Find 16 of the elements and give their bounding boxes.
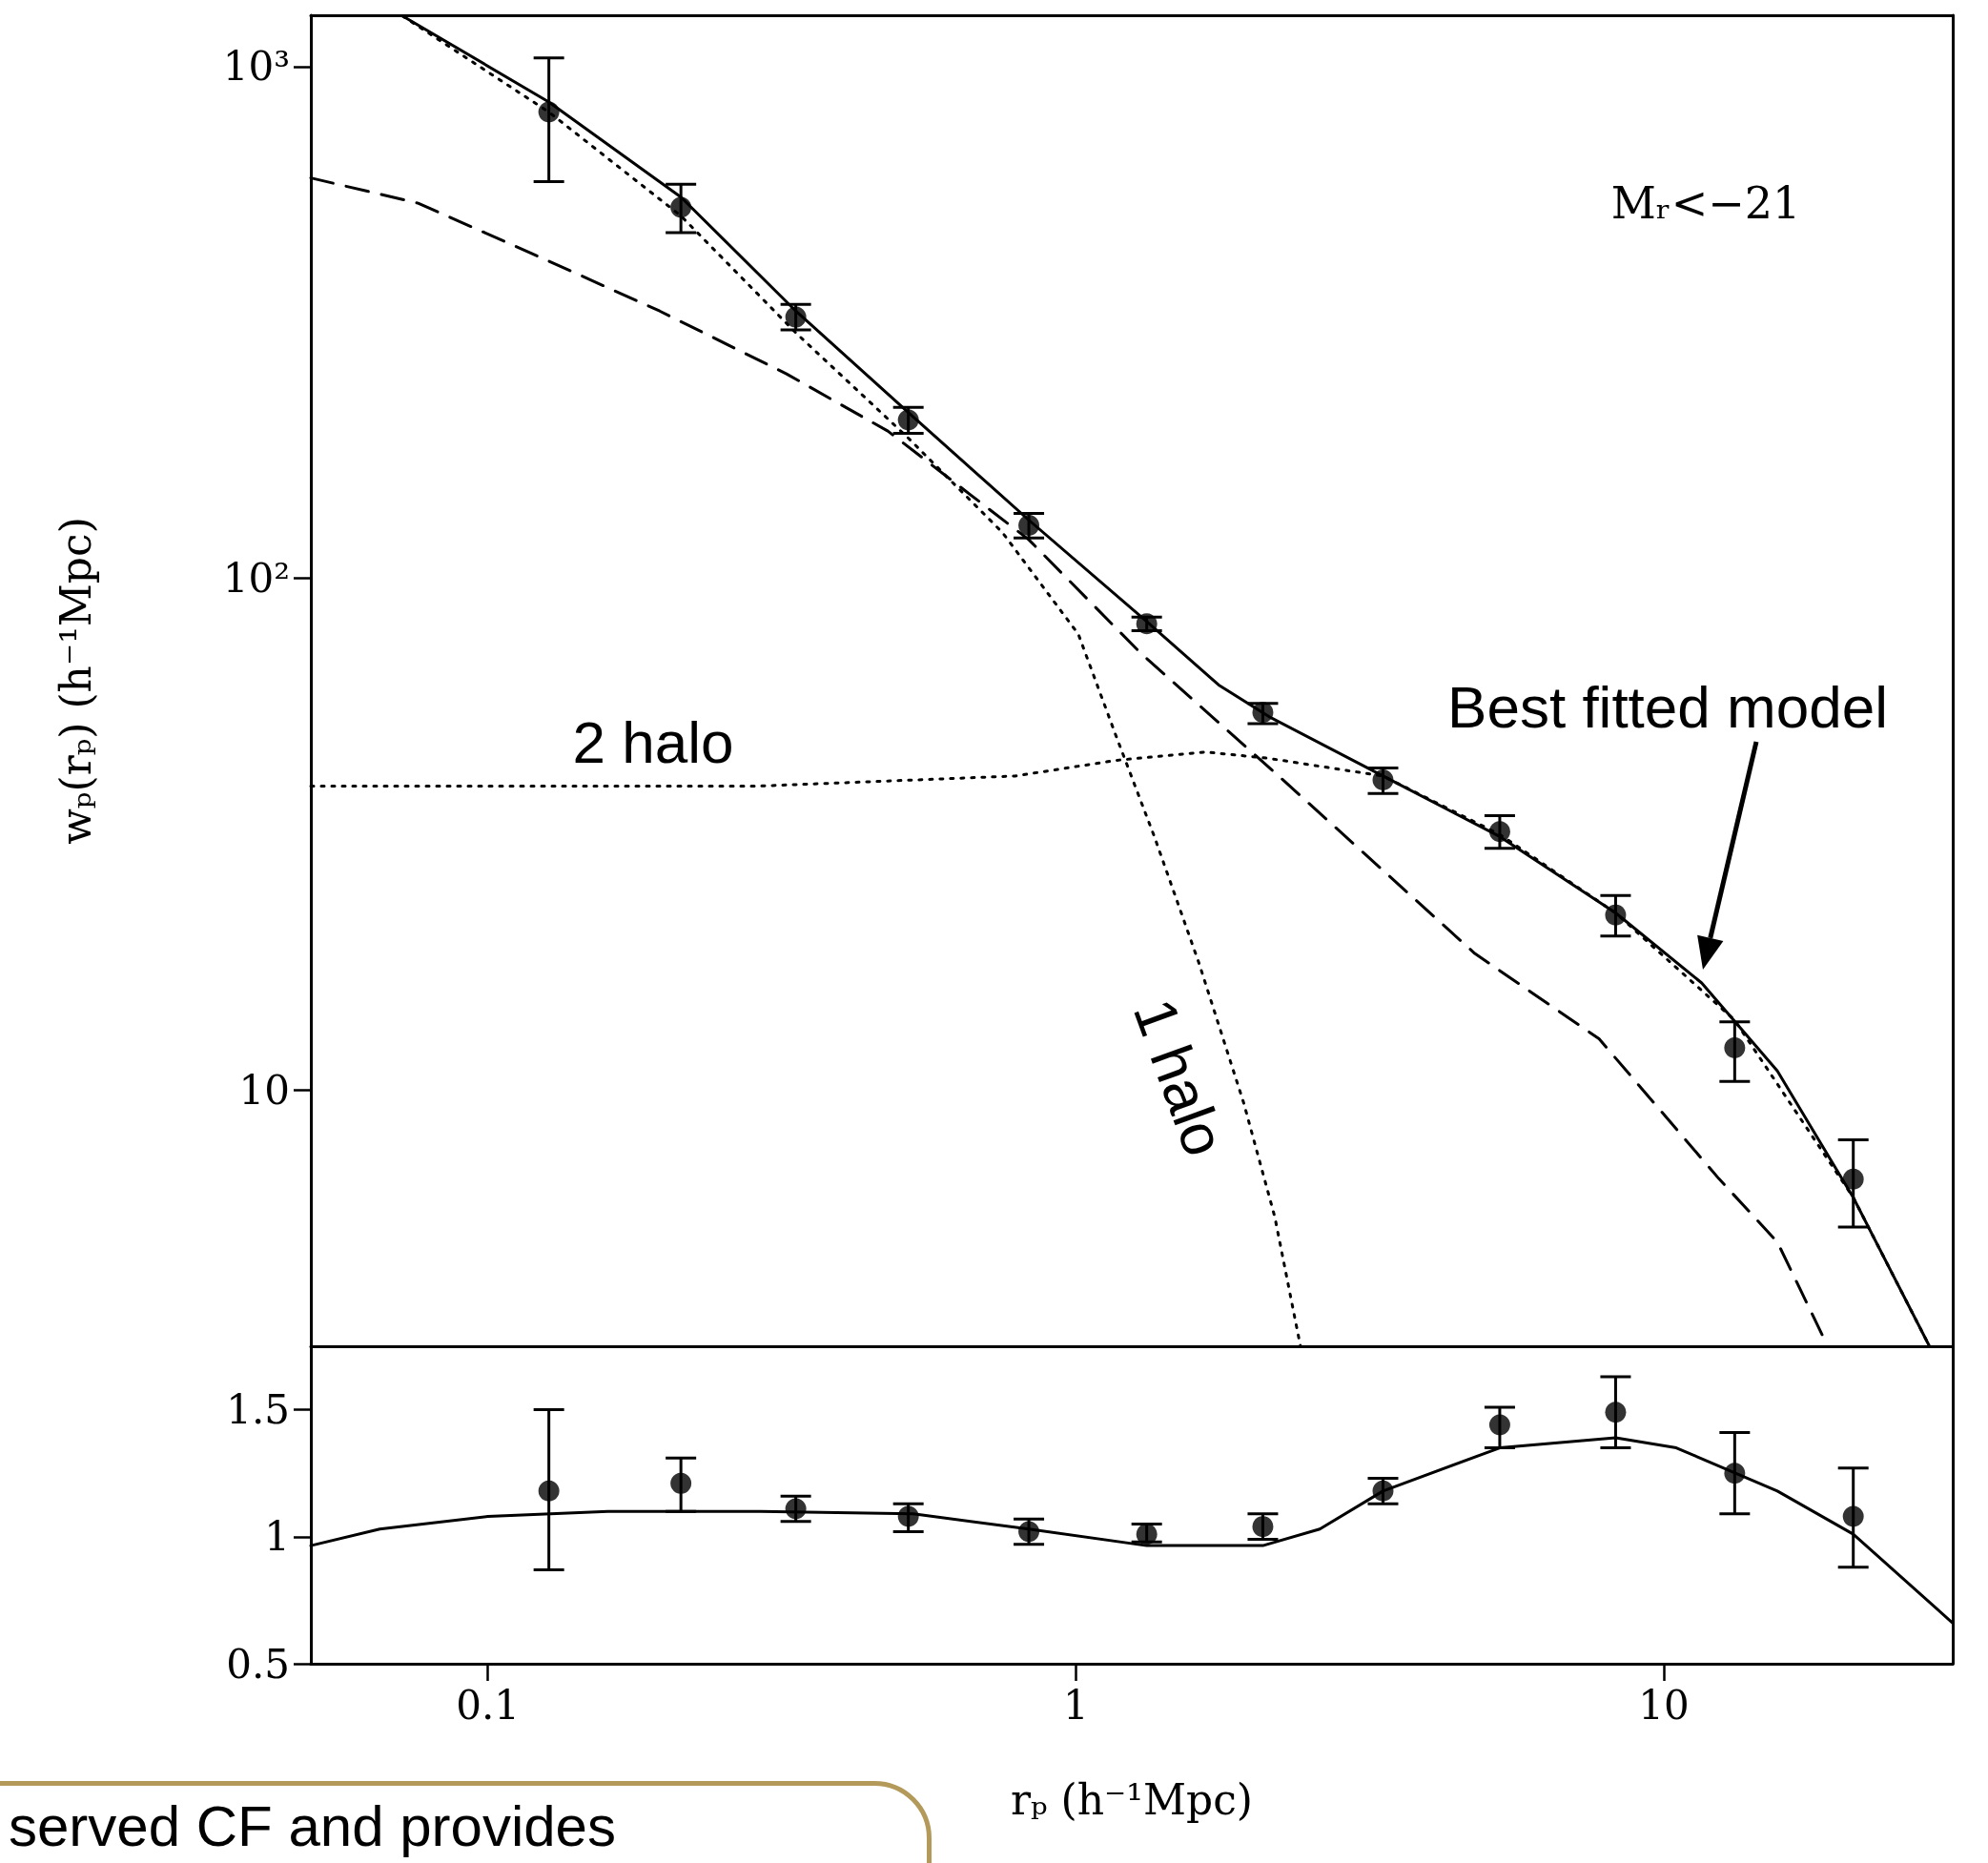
x-axis-title: rₚ (h⁻¹Mpc) xyxy=(1010,1774,1254,1824)
y-axis-title: wₚ(rₚ) (h⁻¹Mpc) xyxy=(51,517,100,845)
y-tick-label: 10³ xyxy=(222,43,290,91)
text-box: served CF and provides xyxy=(0,1781,932,1863)
y-tick-label: 1.5 xyxy=(226,1386,290,1434)
annotation: Mᵣ<−21 xyxy=(1610,177,1801,229)
y-tick-label: 10 xyxy=(238,1066,290,1114)
x-tick-label: 0.1 xyxy=(456,1681,521,1729)
y-tick-label: 1 xyxy=(264,1513,290,1561)
x-tick-label: 1 xyxy=(1062,1681,1089,1729)
annotation: 1 halo xyxy=(1120,990,1239,1165)
y-tick-label: 0.5 xyxy=(226,1640,290,1688)
annotation: Best fitted model xyxy=(1447,673,1888,740)
annotation: 2 halo xyxy=(572,708,734,775)
x-tick-label: 10 xyxy=(1638,1681,1690,1729)
y-tick-label: 10² xyxy=(222,555,290,603)
